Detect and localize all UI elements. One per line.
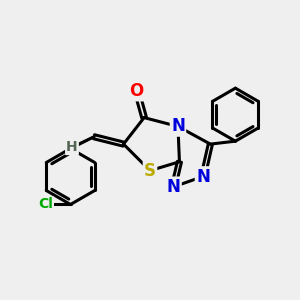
Text: N: N [196,167,210,185]
Text: S: S [144,162,156,180]
Text: O: O [130,82,144,100]
Text: N: N [171,117,185,135]
Text: N: N [167,178,181,196]
Text: Cl: Cl [38,197,53,212]
Text: H: H [66,140,78,154]
